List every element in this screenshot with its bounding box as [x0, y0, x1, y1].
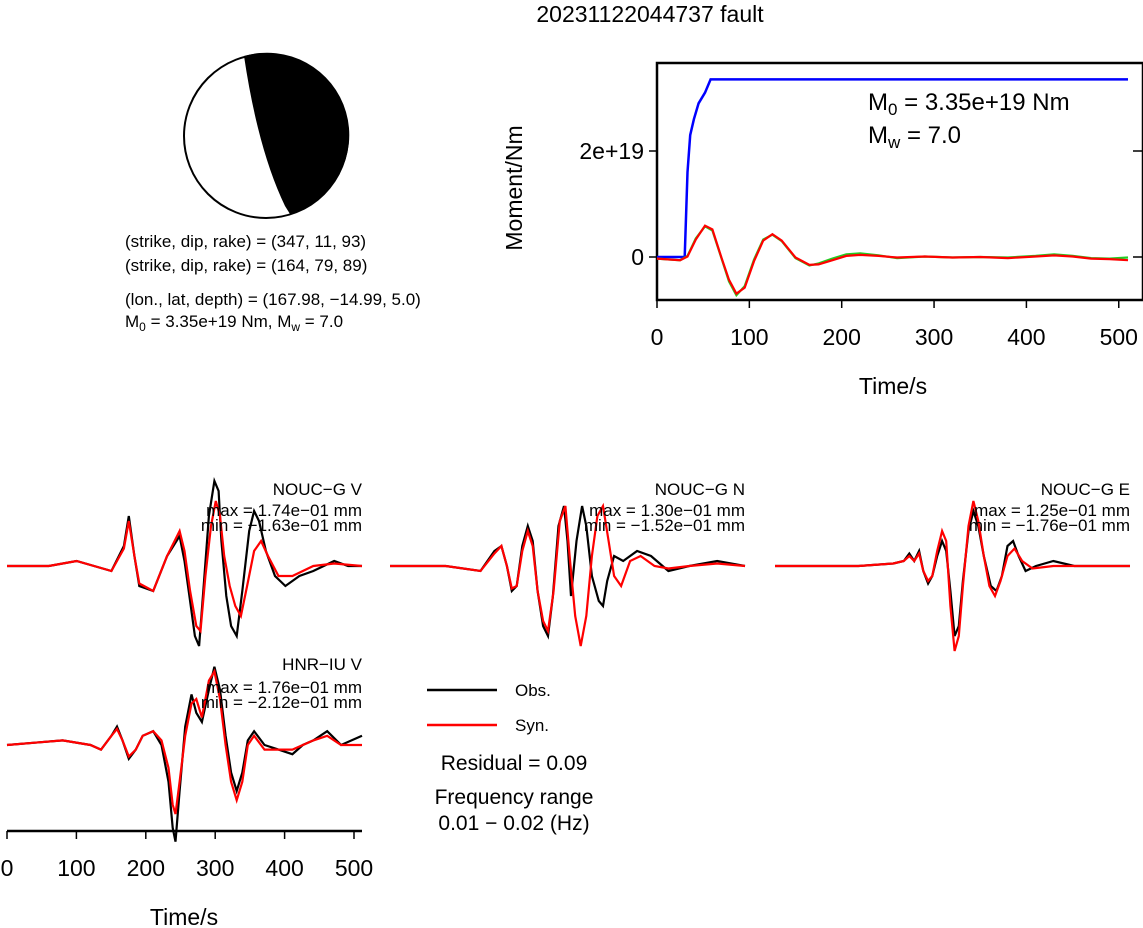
waveform-legend: Obs. Syn. [427, 681, 551, 735]
m0-value: = 3.35e+19 Nm, M [146, 312, 292, 331]
figure-title: 20231122044737 fault [536, 1, 764, 27]
moment-ylabel: Moment/Nm [501, 125, 527, 250]
moment-xtick-label: 500 [1100, 324, 1138, 350]
moment-ytick-label: 2e+19 [579, 138, 644, 164]
mw-subscript: w [290, 320, 300, 334]
moment-rate-red-line [656, 224, 1129, 296]
m0-subscript: 0 [139, 320, 146, 334]
ann-m0-sub: 0 [888, 100, 897, 119]
waveform-x-axis: 0 100 200 300 400 500 [1, 829, 373, 881]
moment-axes-group: 0 100 200 300 400 500 0 2e+19 [579, 138, 1143, 350]
min-amplitude-label: min = −1.52e−01 mm [584, 516, 745, 535]
ann-mw-sub: w [887, 133, 901, 152]
min-amplitude-label: min = −1.63e−01 mm [201, 516, 362, 535]
frequency-title: Frequency range [435, 786, 594, 809]
max-amplitude-label: max = 1.25e−01 mm [974, 501, 1130, 520]
min-amplitude-label: min = −1.76e−01 mm [969, 516, 1130, 535]
waveform-xtick-label: 0 [1, 855, 14, 881]
moment-xtick-label: 200 [823, 324, 861, 350]
waveform-xtick-label: 300 [196, 855, 234, 881]
ann-m0-value: = 3.35e+19 Nm [897, 89, 1069, 116]
station-label: NOUC−G V [273, 480, 363, 499]
synthetic-trace [6, 668, 362, 815]
min-amplitude-label: min = −2.12e−01 mm [201, 693, 362, 712]
moment-plot-frame [655, 61, 1143, 302]
moment-ytick-label: 0 [631, 244, 644, 270]
beachball [183, 52, 350, 219]
waveform-xlabel: Time/s [150, 904, 218, 928]
moment-xtick-label: 0 [651, 324, 664, 350]
moment-xtick-label: 100 [730, 324, 768, 350]
residual-text: Residual = 0.09 [441, 752, 588, 775]
station-label: NOUC−G N [655, 480, 745, 499]
waveform-xtick-label: 400 [265, 855, 303, 881]
moment-m0-annotation: M0 = 3.35e+19 Nm [868, 89, 1070, 119]
beachball-compressional-quadrant [244, 52, 350, 214]
legend-syn-label: Syn. [515, 716, 549, 735]
moment-series-group [656, 78, 1129, 298]
legend-obs-label: Obs. [515, 681, 551, 700]
max-amplitude-label: max = 1.76e−01 mm [206, 678, 362, 697]
mw-value: = 7.0 [300, 312, 343, 331]
moment-xlabel: Time/s [859, 373, 927, 399]
magnitude-text: M0 = 3.35e+19 Nm, Mw = 7.0 [125, 312, 343, 334]
moment-xtick-label: 300 [915, 324, 953, 350]
frequency-value: 0.01 − 0.02 (Hz) [438, 812, 589, 835]
waveform-xtick-label: 200 [127, 855, 165, 881]
synthetic-trace [390, 502, 746, 647]
station-label: NOUC−G E [1041, 480, 1130, 499]
ann-mw-prefix: M [868, 122, 888, 149]
waveform-xtick-label: 500 [335, 855, 373, 881]
waveform-xtick-label: 100 [57, 855, 95, 881]
moment-rate-green-line [656, 224, 1129, 298]
station-label: HNR−IU V [282, 655, 362, 674]
synthetic-trace [775, 500, 1130, 652]
location-text: (lon., lat, depth) = (167.98, −14.99, 5.… [125, 290, 421, 309]
cumulative-moment-line [657, 78, 1128, 259]
max-amplitude-label: max = 1.30e−01 mm [589, 501, 745, 520]
max-amplitude-label: max = 1.74e−01 mm [206, 501, 362, 520]
moment-mw-annotation: Mw = 7.0 [868, 122, 961, 152]
plane1-text: (strike, dip, rake) = (347, 11, 93) [125, 232, 366, 251]
m0-prefix: M [125, 312, 139, 331]
plane2-text: (strike, dip, rake) = (164, 79, 89) [125, 256, 367, 275]
ann-m0-prefix: M [868, 89, 888, 116]
ann-mw-value: = 7.0 [900, 122, 961, 149]
moment-xtick-label: 400 [1007, 324, 1045, 350]
synthetic-trace [7, 500, 363, 634]
